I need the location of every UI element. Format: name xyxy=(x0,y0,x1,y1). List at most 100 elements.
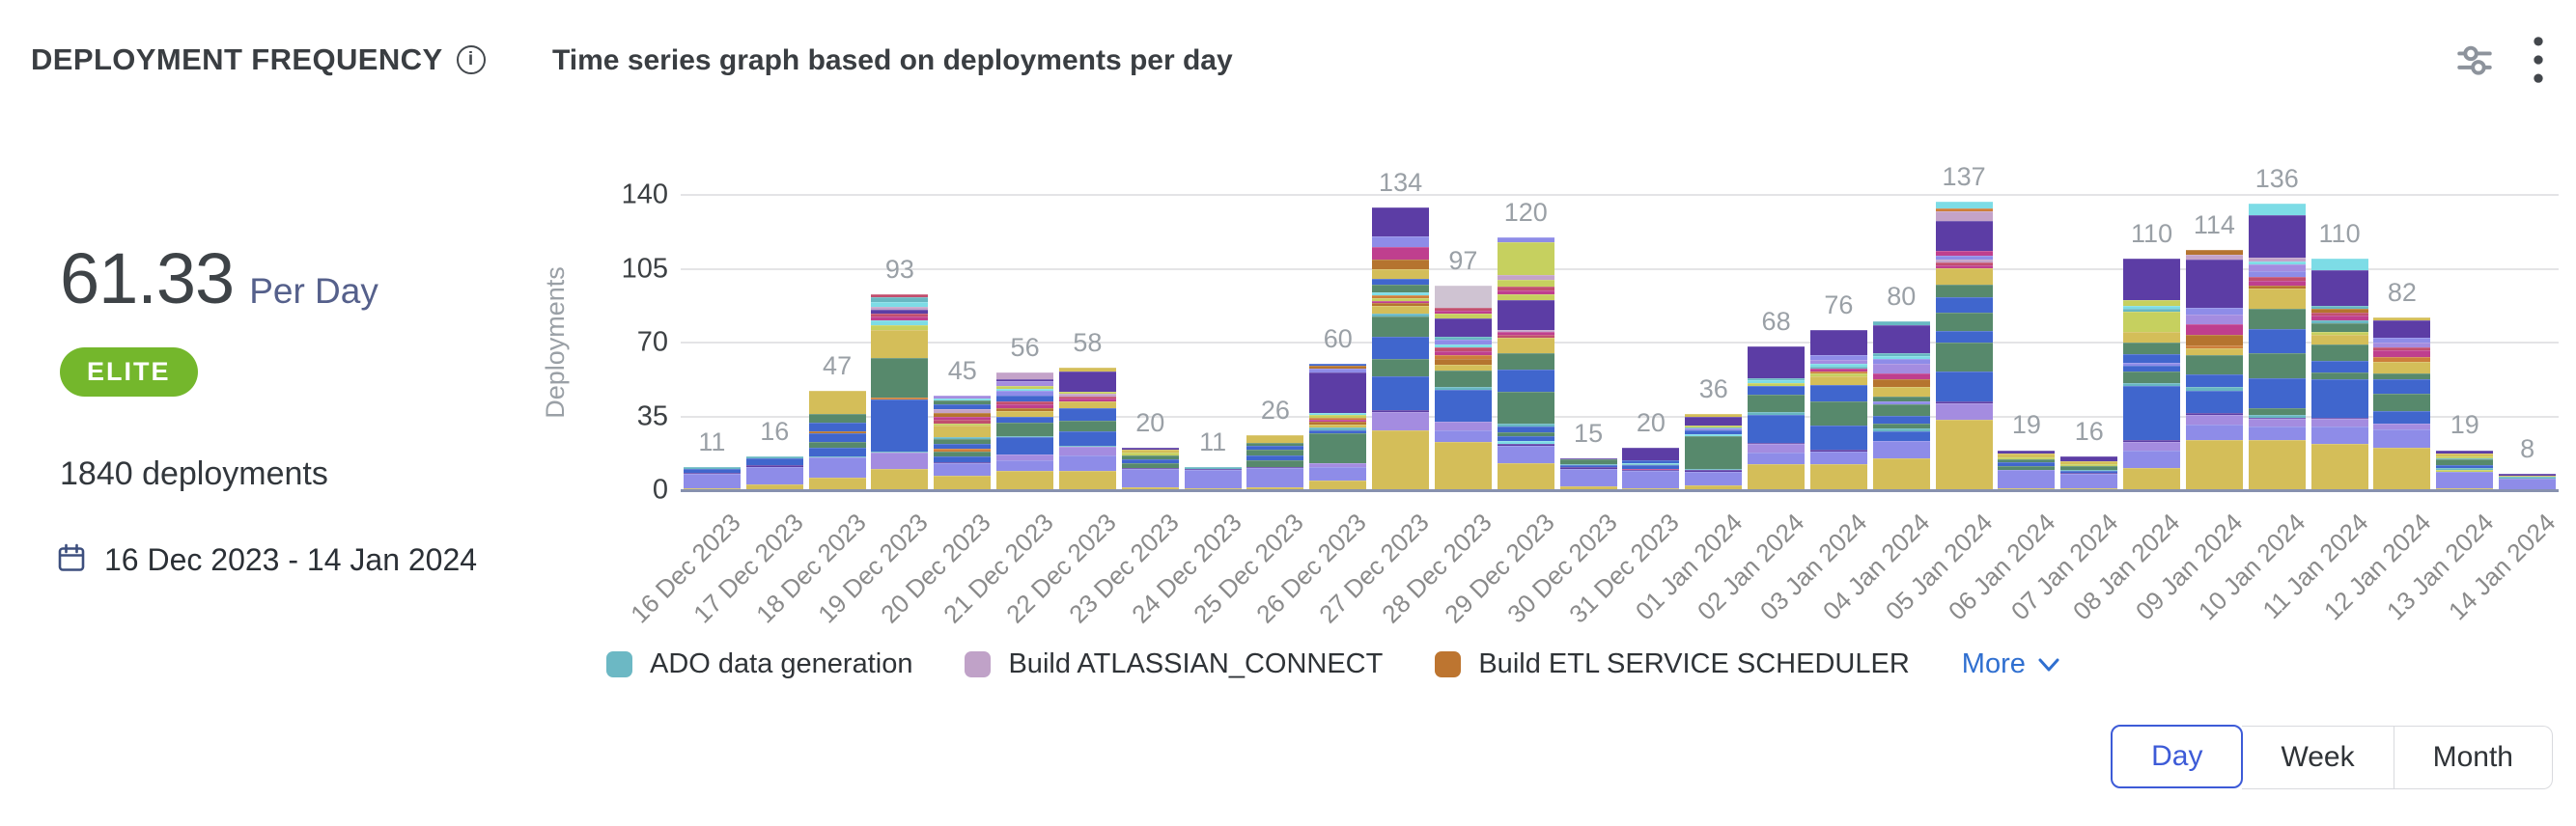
bar-segment xyxy=(1372,268,1430,280)
bar-segment xyxy=(1748,464,1806,490)
bar-17-dec-2023[interactable] xyxy=(745,456,803,490)
bar-16-dec-2023[interactable] xyxy=(683,467,741,490)
bar-segment xyxy=(2373,342,2431,347)
bar-segment xyxy=(1058,471,1116,490)
bar-segment xyxy=(1372,411,1430,430)
bar-segment xyxy=(1309,412,1367,416)
bar-segment xyxy=(2310,319,2368,323)
bar-07-jan-2024[interactable] xyxy=(2060,456,2118,490)
bar-14-jan-2024[interactable] xyxy=(2499,473,2557,490)
bar-segment xyxy=(1809,369,1867,372)
bar-segment xyxy=(1497,444,1554,447)
bar-segment xyxy=(1998,456,2056,459)
bar-segment xyxy=(934,398,992,401)
legend-item-build-atlassian_connect[interactable]: Build ATLASSIAN_CONNECT xyxy=(965,648,1383,680)
kebab-menu-icon[interactable] xyxy=(2532,35,2545,85)
bar-segment xyxy=(934,420,992,424)
bar-26-dec-2023[interactable] xyxy=(1309,363,1367,490)
bar-segment xyxy=(1434,339,1492,345)
bar-31-dec-2023[interactable] xyxy=(1622,448,1680,490)
bar-23-dec-2023[interactable] xyxy=(1121,448,1179,490)
bar-value-label: 134 xyxy=(1379,168,1423,198)
bar-03-jan-2024[interactable] xyxy=(1809,330,1867,490)
bar-segment xyxy=(2436,471,2494,488)
bar-segment xyxy=(1372,306,1430,315)
legend-item-build-etl-service-scheduler[interactable]: Build ETL SERVICE SCHEDULER xyxy=(1435,648,1910,680)
bar-segment xyxy=(1872,401,1930,404)
bar-segment xyxy=(808,441,866,449)
granularity-week-button[interactable]: Week xyxy=(2242,726,2394,789)
legend-more-link[interactable]: More xyxy=(1962,648,2060,680)
bar-segment xyxy=(1372,429,1430,490)
bar-segment xyxy=(1748,415,1806,443)
bar-value-label: 82 xyxy=(2387,277,2417,307)
bar-segment xyxy=(934,449,992,452)
bar-segment xyxy=(871,399,929,452)
bar-segment xyxy=(1685,470,1743,472)
bar-segment xyxy=(2373,394,2431,412)
bar-30-dec-2023[interactable] xyxy=(1559,458,1617,490)
bar-segment xyxy=(2436,470,2494,472)
granularity-month-button[interactable]: Month xyxy=(2394,726,2553,789)
bar-segment xyxy=(1748,394,1806,413)
bar-11-jan-2024[interactable] xyxy=(2310,258,2368,490)
bar-segment xyxy=(2185,374,2243,388)
bar-segment xyxy=(2373,411,2431,424)
bar-05-jan-2024[interactable] xyxy=(1935,201,1993,490)
bar-segment xyxy=(2373,429,2431,449)
performance-badge: ELITE xyxy=(60,347,198,397)
bar-21-dec-2023[interactable] xyxy=(996,372,1054,490)
bar-08-jan-2024[interactable] xyxy=(2123,258,2181,490)
bar-segment xyxy=(1372,297,1430,301)
gridline xyxy=(681,267,2559,270)
bar-segment xyxy=(2123,382,2181,386)
bar-segment xyxy=(1372,285,1430,293)
bar-25-dec-2023[interactable] xyxy=(1246,435,1304,490)
bar-18-dec-2023[interactable] xyxy=(808,391,866,490)
bar-segment xyxy=(934,413,992,417)
bar-20-dec-2023[interactable] xyxy=(934,395,992,490)
bar-09-jan-2024[interactable] xyxy=(2185,249,2243,490)
date-range-picker[interactable]: 16 Dec 2023 - 14 Jan 2024 xyxy=(56,542,477,578)
bar-segment xyxy=(1685,427,1743,428)
bar-segment xyxy=(934,423,992,427)
bar-value-label: 16 xyxy=(2074,417,2104,447)
bar-10-jan-2024[interactable] xyxy=(2248,203,2306,490)
granularity-day-button[interactable]: Day xyxy=(2111,725,2244,788)
legend-item-ado-data-generation[interactable]: ADO data generation xyxy=(606,648,912,680)
bar-29-dec-2023[interactable] xyxy=(1497,236,1554,490)
info-icon[interactable]: i xyxy=(456,45,486,74)
bar-segment xyxy=(871,319,929,326)
bar-04-jan-2024[interactable] xyxy=(1872,321,1930,490)
bar-segment xyxy=(2123,309,2181,313)
bar-segment xyxy=(2123,343,2181,354)
bar-segment xyxy=(1685,469,1743,471)
bar-13-jan-2024[interactable] xyxy=(2436,450,2494,490)
bar-value-label: 136 xyxy=(2254,163,2299,193)
bar-segment xyxy=(1559,463,1617,466)
bar-segment xyxy=(1121,449,1179,454)
bar-segment xyxy=(1872,430,1930,441)
bar-segment xyxy=(1935,331,1993,344)
bar-segment xyxy=(1497,337,1554,354)
bar-22-dec-2023[interactable] xyxy=(1058,368,1116,490)
bar-value-label: 20 xyxy=(1135,408,1165,438)
bar-01-jan-2024[interactable] xyxy=(1685,414,1743,490)
bar-segment xyxy=(683,467,741,470)
bar-segment xyxy=(2373,337,2431,343)
bar-02-jan-2024[interactable] xyxy=(1748,346,1806,490)
bar-28-dec-2023[interactable] xyxy=(1434,286,1492,490)
bar-segment xyxy=(1998,487,2056,490)
bar-19-dec-2023[interactable] xyxy=(871,293,929,490)
bar-segment xyxy=(2060,487,2118,490)
deployment-rate: 61.33 Per Day xyxy=(60,237,378,319)
bar-24-dec-2023[interactable] xyxy=(1184,467,1242,490)
bar-segment xyxy=(2310,344,2368,362)
bar-06-jan-2024[interactable] xyxy=(1998,450,2056,490)
bar-segment xyxy=(2185,323,2243,336)
bar-value-label: 137 xyxy=(1942,161,1986,191)
sliders-icon[interactable] xyxy=(2454,40,2495,80)
bar-12-jan-2024[interactable] xyxy=(2373,317,2431,490)
bar-27-dec-2023[interactable] xyxy=(1372,207,1430,490)
bar-segment xyxy=(871,307,929,310)
